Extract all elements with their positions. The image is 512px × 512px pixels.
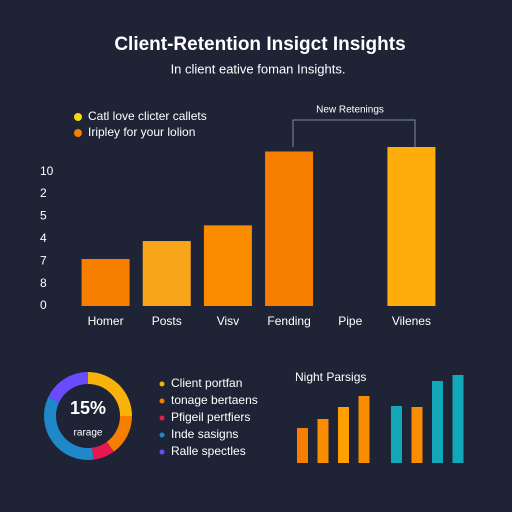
legend-marker [159,381,165,387]
legend-label: Catl love clicter callets [88,109,207,123]
donut-segment [106,415,132,452]
bracket [292,119,416,147]
legend-marker [74,113,82,121]
donut-segment [87,372,132,417]
subtitle: In client eative foman Insights. [171,61,346,76]
bar [411,407,423,463]
legend-label: Inde sasigns [171,427,238,441]
bar [338,407,349,463]
y-tick-label: 10 [40,164,54,178]
legend-marker [74,129,82,137]
donut-segment [91,441,114,460]
legend-label: Client portfan [171,376,242,390]
bar [317,419,329,463]
x-tick-label: Fending [267,314,310,328]
legend-label: tonage bertaens [171,393,258,407]
y-tick-label: 4 [40,231,47,245]
legend-label: Iripley for your lolion [88,125,195,139]
y-tick-label: 8 [40,276,47,290]
y-tick-label: 2 [40,186,47,200]
bar [297,428,308,463]
x-tick-label: Vilenes [392,314,431,328]
annotation: New Retenings [316,105,384,116]
x-tick-label: Homer [88,314,124,328]
bar [432,381,443,463]
legend-label: Pfigeil pertfiers [171,410,250,424]
chart-title: Night Parsigs [295,370,366,384]
legend-label: Ralle spectles [171,444,246,458]
x-tick-label: Posts [152,314,182,328]
donut-segment [44,397,94,460]
y-tick-label: 7 [40,253,47,267]
legend-marker [159,432,165,438]
donut-center-label: 15% [70,398,106,418]
legend-marker [159,398,165,404]
legend-marker [159,449,165,455]
donut-segment [48,372,89,403]
y-tick-label: 5 [40,209,47,223]
bar [387,147,436,306]
bar [265,151,314,306]
chart-title: Client-Retention Insigct Insights [114,34,405,55]
legend-marker [159,415,165,421]
bar [203,225,252,306]
bar [391,406,402,463]
bar [142,241,191,306]
bar [452,375,464,463]
y-tick-label: 0 [40,298,47,312]
x-tick-label: Visv [217,314,239,328]
x-tick-label: Pipe [338,314,362,328]
donut-center-sublabel: rarage [74,428,103,439]
bar [81,258,130,306]
bar [358,396,370,463]
